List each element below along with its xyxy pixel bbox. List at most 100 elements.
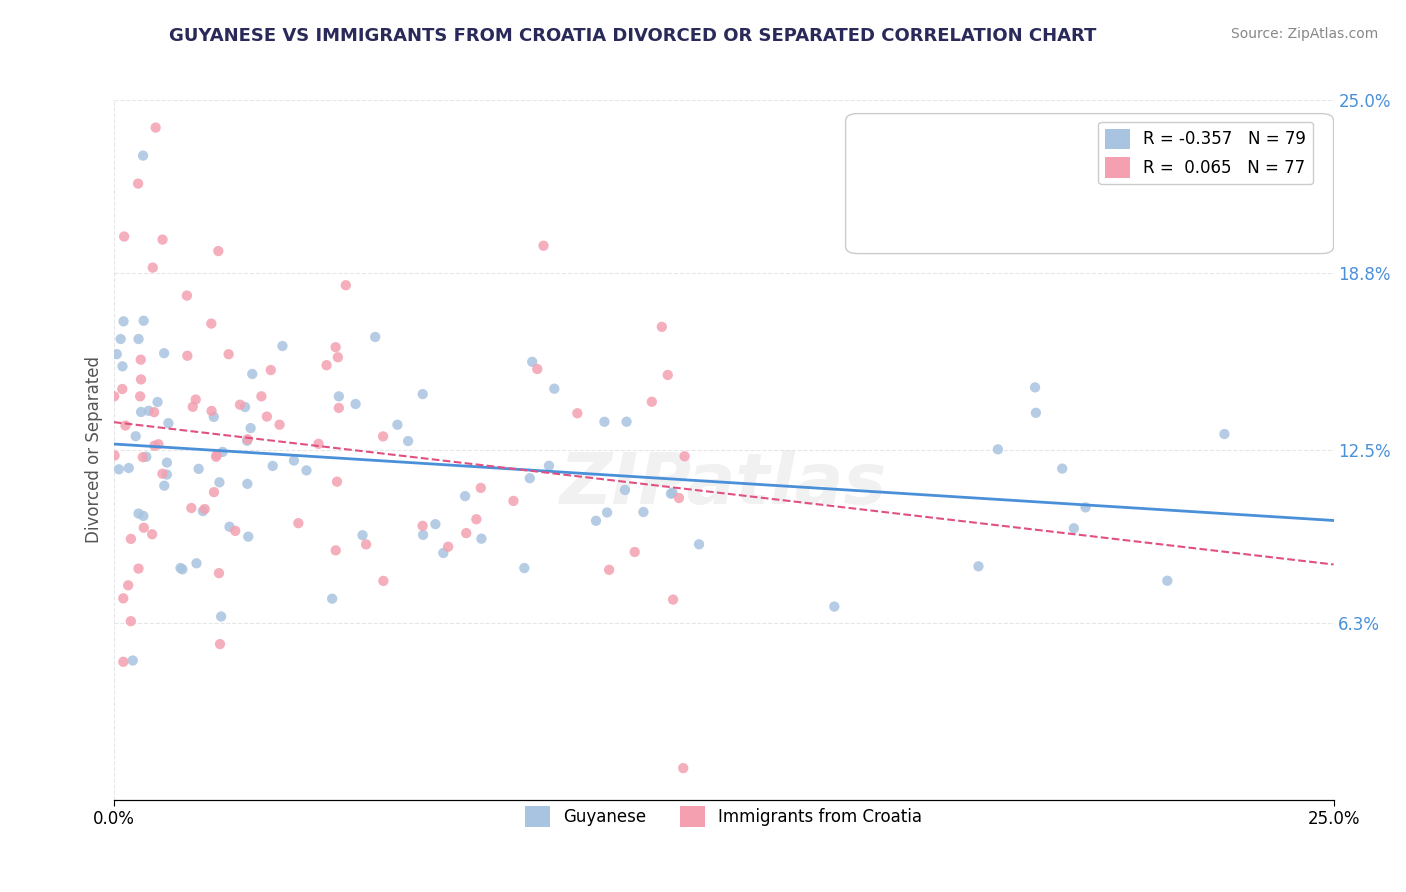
Point xyxy=(121,654,143,668)
Point xyxy=(229,398,252,412)
Point xyxy=(326,475,349,489)
Point xyxy=(108,462,131,476)
Point xyxy=(432,546,454,560)
FancyBboxPatch shape xyxy=(845,113,1333,253)
Point xyxy=(262,458,284,473)
Point xyxy=(132,314,155,328)
Point xyxy=(470,532,492,546)
Point xyxy=(354,537,377,551)
Point xyxy=(315,358,337,372)
Point xyxy=(287,516,309,531)
Point xyxy=(207,244,229,258)
Point xyxy=(148,437,170,451)
Point xyxy=(522,355,544,369)
Point xyxy=(598,563,620,577)
Point xyxy=(256,409,278,424)
Point xyxy=(465,512,488,526)
Text: ZIPatlas: ZIPatlas xyxy=(560,450,887,519)
Point xyxy=(236,476,259,491)
Point xyxy=(129,405,152,419)
Point xyxy=(1074,500,1097,515)
Point xyxy=(172,562,194,576)
Point xyxy=(218,520,240,534)
Point xyxy=(328,389,350,403)
Point xyxy=(176,349,198,363)
Point xyxy=(152,467,174,481)
Point xyxy=(412,528,434,542)
Point xyxy=(236,434,259,448)
Point xyxy=(308,437,330,451)
Point xyxy=(112,314,135,328)
Point xyxy=(202,409,225,424)
Point xyxy=(200,404,222,418)
Point xyxy=(240,367,263,381)
Point xyxy=(641,394,664,409)
Point xyxy=(153,478,176,492)
Point xyxy=(125,429,148,443)
Point xyxy=(143,439,166,453)
Point xyxy=(326,350,349,364)
Point xyxy=(208,637,231,651)
Point xyxy=(120,532,142,546)
Point xyxy=(191,504,214,518)
Point xyxy=(205,448,228,462)
Point xyxy=(325,543,347,558)
Point xyxy=(181,400,204,414)
Point xyxy=(218,347,240,361)
Point xyxy=(596,506,619,520)
Point xyxy=(437,540,460,554)
Point xyxy=(105,347,128,361)
Point xyxy=(208,475,231,490)
Point xyxy=(295,463,318,477)
Point xyxy=(657,368,679,382)
Point xyxy=(117,578,139,592)
Point xyxy=(662,592,685,607)
Point xyxy=(176,288,198,302)
Point xyxy=(135,450,157,464)
Point xyxy=(519,471,541,485)
Point xyxy=(224,524,246,538)
Point xyxy=(132,148,155,162)
Point xyxy=(156,456,179,470)
Point xyxy=(142,260,165,275)
Point xyxy=(157,416,180,430)
Point xyxy=(454,489,477,503)
Point xyxy=(1213,427,1236,442)
Point xyxy=(111,382,134,396)
Point xyxy=(153,346,176,360)
Point xyxy=(412,518,434,533)
Point xyxy=(238,530,260,544)
Point xyxy=(513,561,536,575)
Point xyxy=(132,521,155,535)
Point xyxy=(502,494,524,508)
Point xyxy=(425,517,447,532)
Y-axis label: Divorced or Separated: Divorced or Separated xyxy=(86,356,103,543)
Point xyxy=(209,609,232,624)
Point xyxy=(321,591,343,606)
Point xyxy=(328,401,350,415)
Legend: Guyanese, Immigrants from Croatia: Guyanese, Immigrants from Croatia xyxy=(519,799,929,833)
Point xyxy=(103,389,125,403)
Point xyxy=(967,559,990,574)
Point xyxy=(169,561,191,575)
Point xyxy=(364,330,387,344)
Point xyxy=(396,434,419,448)
Point xyxy=(128,332,150,346)
Point xyxy=(1050,461,1073,475)
Point xyxy=(668,491,690,505)
Point xyxy=(112,591,135,606)
Point xyxy=(200,317,222,331)
Point xyxy=(543,382,565,396)
Point xyxy=(112,655,135,669)
Point xyxy=(132,508,155,523)
Point xyxy=(132,450,155,465)
Point xyxy=(128,561,150,575)
Point xyxy=(233,400,256,414)
Point xyxy=(623,545,645,559)
Point xyxy=(1156,574,1178,588)
Point xyxy=(283,453,305,467)
Point xyxy=(616,415,638,429)
Point xyxy=(152,233,174,247)
Point xyxy=(456,526,478,541)
Point xyxy=(236,432,259,446)
